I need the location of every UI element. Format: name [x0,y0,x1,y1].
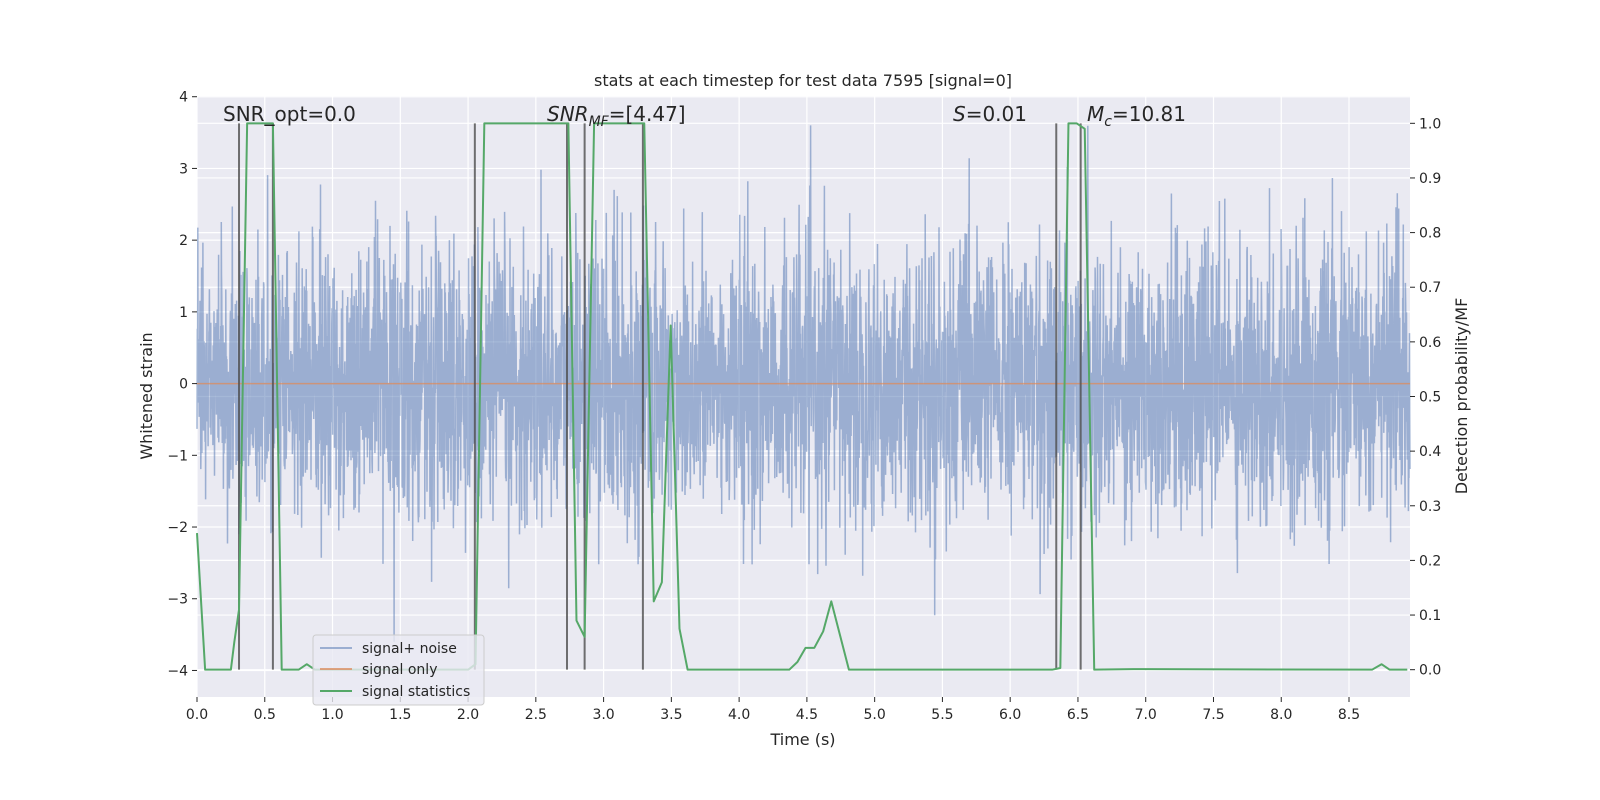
x-tick-label: 3.0 [592,707,614,723]
y-right-tick-label: 0.6 [1419,335,1441,351]
x-tick-label: 7.5 [1202,707,1224,723]
x-tick-label: 0.0 [186,707,208,723]
y-tick-label: 1 [179,305,188,321]
y-tick-label: 0 [179,377,188,393]
y-tick-label: −4 [167,663,188,679]
x-tick-label: 2.5 [525,707,547,723]
y-right-tick-label: 0.1 [1419,608,1441,624]
x-tick-label: 4.0 [728,707,750,723]
x-tick-label: 1.5 [389,707,411,723]
y-axis-right-label: Detection probability/MF [1452,298,1471,495]
x-tick-label: 3.5 [660,707,682,723]
legend: signal+ noise signal only signal statist… [312,634,485,706]
y-right-tick-label: 0.4 [1419,444,1441,460]
x-tick-label: 4.5 [796,707,818,723]
annotation-mc-main: M [1087,102,1104,126]
y-tick-label: 2 [179,233,188,249]
legend-label-signal-only: signal only [362,662,437,678]
y-right-tick-label: 0.9 [1419,171,1441,187]
annotation-snr-mf-value: =[4.47] [609,102,686,126]
y-right-tick-label: 0.0 [1419,663,1441,679]
x-tick-label: 6.5 [1067,707,1089,723]
marks [196,122,1410,671]
chart-title: stats at each timestep for test data 759… [594,71,1012,90]
x-tick-label: 8.0 [1270,707,1292,723]
x-tick-label: 7.0 [1135,707,1157,723]
x-tick-label: 5.5 [931,707,953,723]
annotation-s-main: S [953,102,966,126]
x-tick-label: 1.0 [321,707,343,723]
x-tick-label: 5.0 [864,707,886,723]
x-tick-label: 0.5 [254,707,276,723]
annotation-snr-opt: SNR_opt=0.0 [223,102,356,126]
y-axis-label: Whitened strain [137,332,156,459]
x-tick-label: 6.0 [999,707,1021,723]
annotation-mc: Mc=10.81 [1087,102,1186,130]
x-tick-label: 8.5 [1338,707,1360,723]
x-tick-label: 2.0 [457,707,479,723]
annotation-s: S=0.01 [953,102,1027,126]
annotation-s-value: =0.01 [966,102,1027,126]
y-right-tick-label: 0.8 [1419,226,1441,242]
annotation-snr-mf-sub: MF [589,114,610,130]
y-right-tick-label: 1.0 [1419,116,1441,132]
y-tick-label: 3 [179,161,188,177]
y-tick-label: −3 [167,592,188,608]
legend-box [312,634,485,706]
legend-label-signal-statistics: signal statistics [362,684,470,700]
signal-noise-line [196,125,1411,642]
y-right-tick-label: 0.3 [1419,499,1441,515]
y-right-tick-label: 0.2 [1419,553,1441,569]
annotation-mc-value: =10.81 [1112,102,1186,126]
annotation-mc-sub: c [1104,114,1112,130]
y-tick-label: −2 [167,520,188,536]
y-tick-label: 4 [179,90,188,106]
annotation-snr-mf: SNRMF=[4.47] [547,102,686,130]
annotations: SNR_opt=0.0 SNRMF=[4.47] S=0.01 Mc=10.81 [223,102,1186,130]
y-tick-label: −1 [167,448,188,464]
y-right-tick-label: 0.7 [1419,280,1441,296]
ticks: 0.0 0.5 1.0 1.5 2.0 2.5 3.0 3.5 4.0 4.5 5.0 5.5 6.0 6… [167,90,1441,723]
annotation-snr-mf-main: SNR [547,102,589,126]
y-right-tick-label: 0.5 [1419,390,1441,406]
signal-noise-series [196,125,1411,642]
legend-label-signal-noise: signal+ noise [362,641,457,657]
x-axis-label: Time (s) [769,730,835,749]
